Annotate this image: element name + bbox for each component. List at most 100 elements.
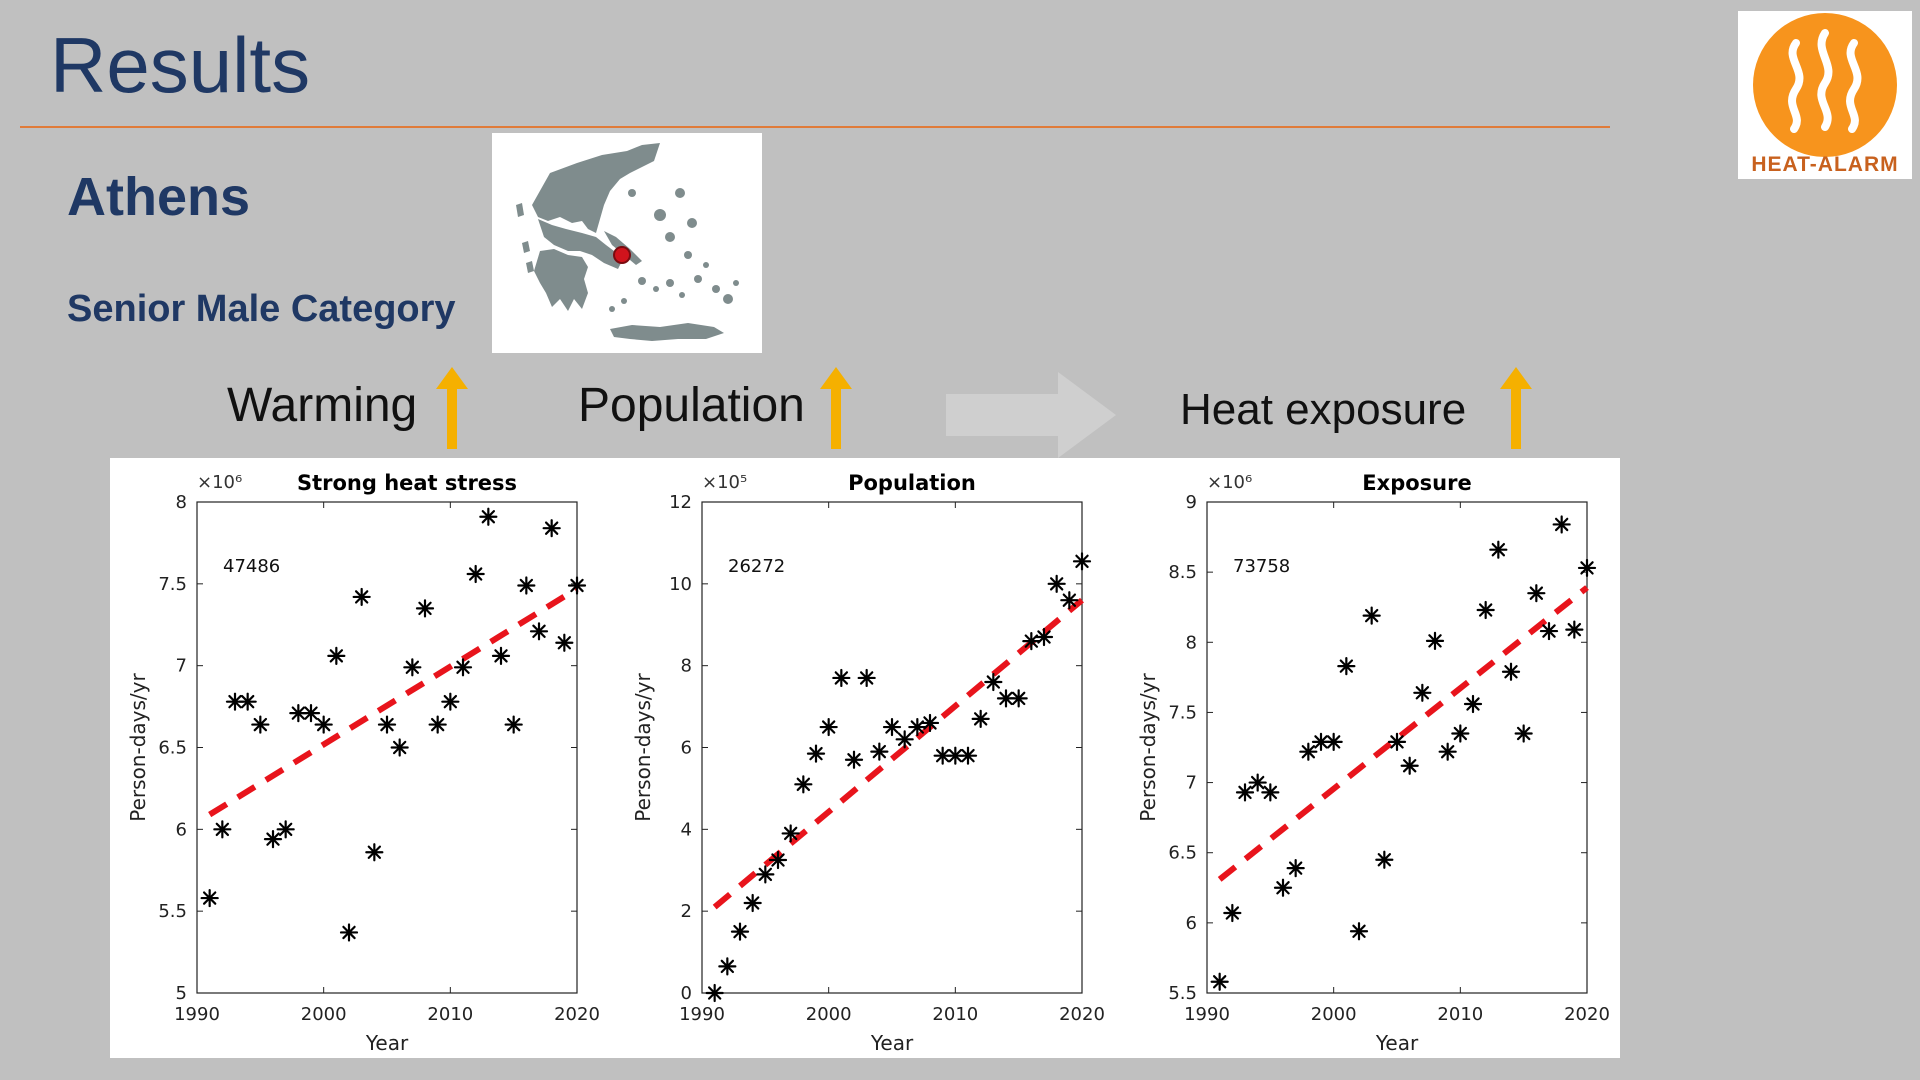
data-point	[1463, 694, 1483, 714]
data-point	[806, 744, 826, 763]
greece-map	[492, 133, 762, 353]
data-point	[730, 922, 750, 941]
data-point	[1324, 732, 1343, 751]
data-point	[225, 692, 245, 711]
city-heading: Athens	[67, 167, 251, 227]
data-point	[756, 865, 775, 884]
y-tick-label: 5	[176, 983, 187, 1004]
trend-line	[208, 586, 579, 818]
data-point	[301, 704, 321, 723]
axis-multiplier: ×10⁶	[1207, 472, 1252, 493]
y-tick-label: 8	[176, 492, 187, 513]
plot-frame	[1206, 501, 1588, 994]
chart-annotation: 26272	[728, 556, 785, 577]
warming-label: Warming	[227, 379, 418, 432]
data-point	[352, 587, 371, 607]
data-point	[529, 622, 549, 641]
data-point	[251, 715, 270, 734]
y-tick-label: 7.5	[1168, 702, 1197, 723]
population-label: Population	[578, 379, 805, 432]
data-point	[542, 519, 561, 538]
data-point	[213, 820, 232, 839]
data-point	[428, 715, 447, 734]
y-tick-label: 12	[669, 492, 692, 513]
data-point	[1539, 621, 1559, 641]
data-point	[1210, 972, 1229, 991]
y-tick-label: 6	[1186, 913, 1197, 934]
y-tick-label: 5.5	[158, 901, 187, 922]
data-point	[857, 668, 876, 688]
x-tick-label: 2010	[1437, 1004, 1483, 1025]
data-point	[1009, 689, 1028, 708]
x-tick-label: 2000	[806, 1004, 852, 1025]
chart-heat-stress: Strong heat stress ×10⁶ 5 5.5 6 6.5 7 7.5 8 1990 2…	[110, 458, 610, 1063]
data-point	[415, 599, 435, 618]
y-tick-label: 6.5	[1168, 843, 1197, 864]
axis-multiplier: ×10⁶	[197, 472, 242, 493]
data-point	[1034, 627, 1054, 647]
heat-waves-icon	[1788, 29, 1862, 133]
y-tick-label: 2	[681, 901, 692, 922]
x-axis-label: Year	[870, 1031, 914, 1055]
y-axis-label: Person-days/yr	[126, 673, 150, 822]
y-tick-label: 6	[681, 738, 692, 759]
flow-right-arrow-icon	[946, 372, 1116, 458]
chart-title: Population	[848, 471, 976, 495]
data-point	[1286, 859, 1305, 878]
y-tick-label: 8.5	[1168, 562, 1197, 583]
data-point	[263, 830, 283, 849]
data-point	[832, 668, 851, 688]
data-point	[844, 750, 864, 769]
x-tick-label: 2010	[427, 1004, 473, 1025]
y-tick-label: 0	[681, 983, 692, 1004]
data-point	[276, 820, 295, 839]
data-point	[365, 843, 384, 862]
heat-alarm-logo: HEAT-ALARM	[1738, 11, 1912, 179]
data-point	[1362, 606, 1381, 625]
data-point	[1577, 558, 1597, 578]
data-point	[1299, 742, 1318, 761]
map-landmass	[516, 143, 739, 341]
data-point	[781, 824, 800, 843]
data-point	[1387, 732, 1407, 751]
axis-multiplier: ×10⁵	[702, 472, 747, 493]
x-tick-label: 2020	[554, 1004, 600, 1025]
data-point	[555, 633, 574, 652]
x-tick-label: 1990	[679, 1004, 725, 1025]
data-point	[1413, 683, 1432, 702]
chart-exposure: Exposure ×10⁶ 5.5 6 6.5 7 7.5 8 8.5 9 1990 2000 2010…	[1120, 458, 1620, 1063]
slide-title: Results	[50, 21, 311, 109]
x-axis-label: Year	[365, 1031, 409, 1055]
chart-title: Exposure	[1362, 471, 1471, 495]
population-up-arrow-icon	[820, 367, 852, 449]
y-tick-label: 5.5	[1168, 983, 1197, 1004]
athens-marker	[613, 246, 631, 264]
data-point	[870, 742, 889, 761]
y-tick-label: 9	[1186, 492, 1197, 513]
warming-up-arrow-icon	[436, 367, 468, 449]
data-point	[705, 983, 724, 1003]
data-point	[895, 730, 914, 749]
data-point	[794, 775, 813, 794]
y-tick-label: 7	[176, 656, 187, 677]
data-point	[1248, 773, 1267, 792]
y-tick-label: 6	[176, 819, 187, 840]
x-tick-label: 2000	[301, 1004, 347, 1025]
category-heading: Senior Male Category	[67, 288, 456, 330]
y-tick-label: 7	[1186, 773, 1197, 794]
data-point	[882, 717, 902, 737]
data-point	[1072, 552, 1092, 571]
data-point	[1022, 632, 1041, 651]
x-tick-label: 2020	[1564, 1004, 1610, 1025]
chart-annotation: 47486	[223, 556, 280, 577]
data-point	[768, 850, 788, 870]
trend-line	[712, 597, 1084, 910]
data-point	[200, 888, 219, 908]
data-point	[1047, 574, 1066, 593]
data-point	[390, 738, 409, 757]
data-point	[1400, 756, 1419, 775]
data-point	[238, 692, 257, 711]
data-point	[567, 576, 587, 595]
x-axis-label: Year	[1375, 1031, 1419, 1055]
exposure-up-arrow-icon	[1500, 367, 1532, 449]
